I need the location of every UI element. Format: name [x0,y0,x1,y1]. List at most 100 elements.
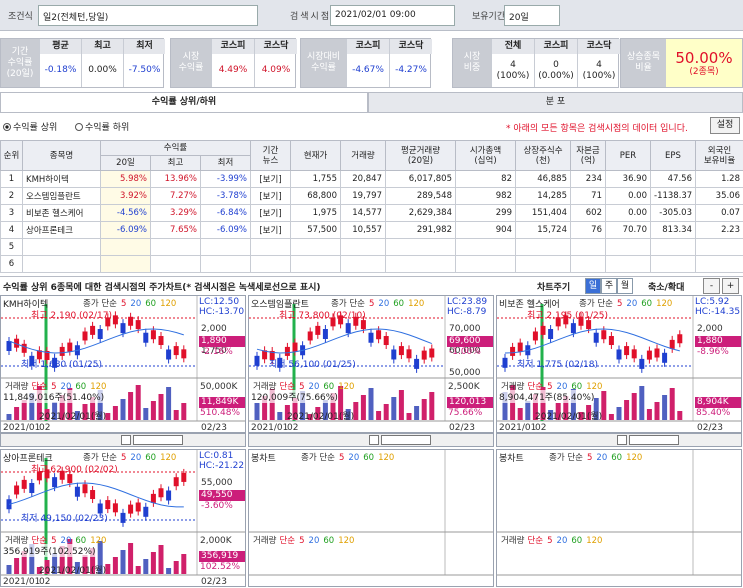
chart-canvas [249,450,493,576]
scroll-thumb[interactable] [617,435,627,445]
date-marker: 2021/02/01(월) [287,412,355,422]
volume-tick: 2,500K [448,382,480,392]
candle [67,474,73,484]
scroll-controls[interactable] [629,435,679,445]
volume-pct: 85.40% [696,408,731,418]
scrollbar[interactable] [496,433,742,447]
legend-period: 20 [308,382,320,392]
zoom-button[interactable]: - [703,278,720,294]
input[interactable]: 일2(전체턴,당일) [38,5,258,26]
value: -0.18% [44,65,77,75]
candle [90,325,96,335]
table-cell: 1 [0,170,23,188]
candle [570,323,576,334]
candle [135,502,141,512]
volume-bar [262,396,268,420]
volume-last: 8,904K [695,397,741,408]
volume-bar [105,564,111,574]
tab[interactable]: 수익률 상위/하위 [0,92,368,113]
last-price: 1,880 [695,336,741,347]
price-tick: 55,000 [201,478,233,488]
panel-legend-row: 상아프론테크 [3,451,57,464]
date-label: 02 [39,423,51,433]
value: (100%) [582,70,616,81]
label-line: 상승종목 [626,52,661,62]
low-note: 최저 1,680 (01/25) [21,360,103,370]
period-button[interactable]: 월 [617,278,633,294]
radio[interactable]: 수익률 상위 [3,120,57,133]
period-button[interactable]: 일 [585,278,601,294]
input[interactable]: 20일 [504,5,560,26]
legend-period: 20 [348,453,360,463]
scrollbar[interactable] [0,433,246,447]
zoom-button[interactable]: + [722,278,739,294]
volume-bar [166,568,172,574]
table-cell[interactable]: [보기] [250,221,291,239]
scroll-thumb[interactable] [121,435,131,445]
legend-period: 60 [75,536,87,546]
radio-label: 수익률 상위 [13,123,58,133]
scroll-thumb[interactable] [369,435,379,445]
radio[interactable]: 수익률 하위 [75,120,129,133]
candle [345,323,351,334]
table-cell: 19,797 [340,187,386,205]
candle [105,500,111,510]
table-cell: 6,017,805 [385,170,456,188]
legend-period: 20 [596,453,608,463]
stock-name: 오스템임플란트 [251,300,309,310]
panel-legend-row: KMH하이텍 [3,297,52,310]
candle [307,331,313,341]
table-cell [695,238,743,256]
legend-period: 120 [160,299,177,309]
table-cell [290,255,341,273]
button[interactable]: 설정 [710,117,740,134]
summary-header: 코스닥 [389,39,432,54]
volume-bar [315,407,321,420]
table-cell[interactable]: [보기] [250,170,291,188]
scroll-controls[interactable] [381,435,431,445]
summary-value: 0 (0.00%) [534,54,577,87]
volume-bar [322,400,328,420]
summary-value: 4.09% [254,54,297,87]
candle [158,488,164,498]
table-cell [22,238,101,256]
tab[interactable]: 분 포 [368,92,743,113]
legend-period: 120 [160,453,177,463]
volume-bar [421,399,427,420]
scroll-controls[interactable] [133,435,183,445]
scrollbar[interactable] [248,433,494,447]
volume-bar [21,551,27,574]
header-text: 시가총액 [469,145,502,156]
legend-period: 120 [338,382,355,392]
volume-bar [143,559,149,574]
summary-header: 평균 [39,39,81,54]
volume-last: 120,013 [447,397,493,408]
period-button[interactable]: 주 [601,278,617,294]
table-cell [570,238,606,256]
volume-tick: 2,000K [200,536,232,546]
volume-bar [555,403,561,420]
candle [540,325,546,335]
legend-name: 종가 단순 [301,453,335,463]
header-text: 기간 [262,145,279,156]
label-line: 기간 [11,46,29,57]
candle [14,338,20,348]
candle [36,471,42,481]
summary-value: 4 (100%) [491,54,534,87]
header-cell: EPS [650,140,696,171]
volume-bar [6,414,12,420]
volume-bar [166,387,172,420]
table-cell[interactable]: [보기] [250,204,291,222]
volume-bar [292,398,298,420]
volume-bar [29,544,35,574]
table-cell[interactable]: [보기] [250,187,291,205]
legend: 종가 단순 5 20 60 120 [301,451,394,463]
header-cell: 자본금 (억) [570,140,606,171]
header-cell: 종목명 [22,140,101,171]
lc: LC:5.92 [695,297,730,307]
volume-bar [284,405,290,420]
summary-header: 코스닥 [577,39,620,54]
candle [338,315,344,325]
input[interactable]: 2021/02/01 09:00 [330,5,455,26]
date-marker: 2021/02/01(월) [39,412,107,422]
